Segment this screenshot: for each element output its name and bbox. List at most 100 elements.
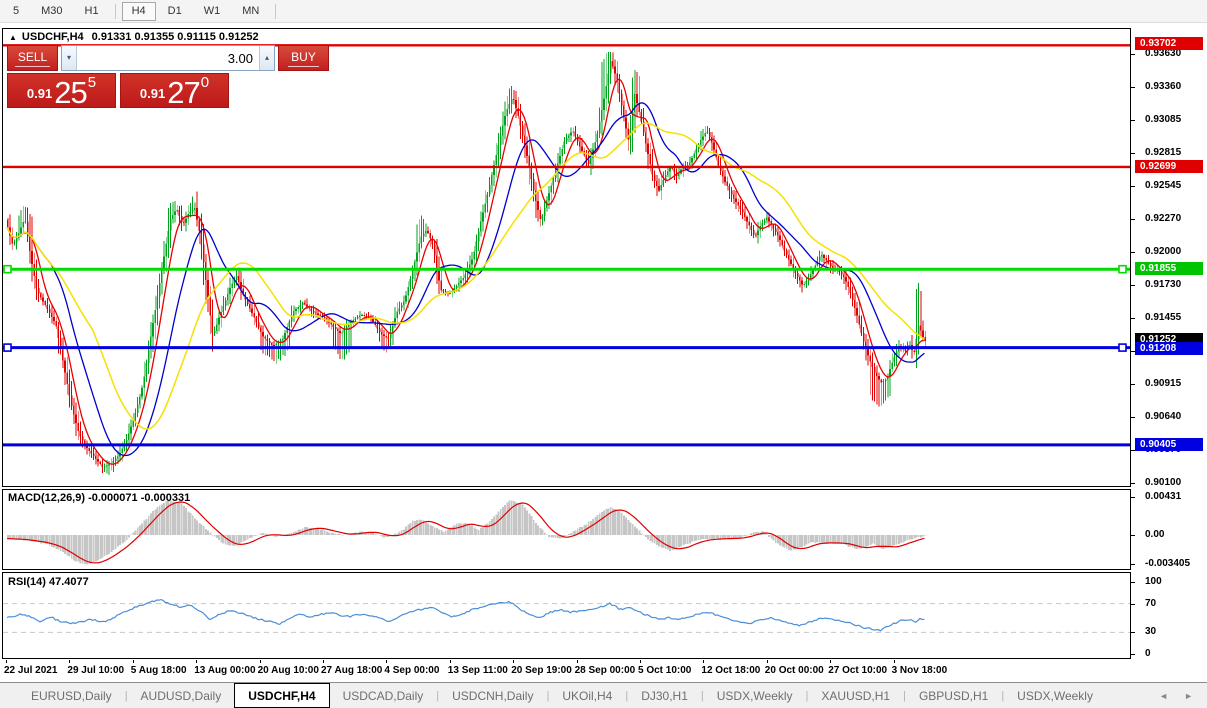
price-axis[interactable]: 0.93630 0.93360 0.93085 0.92815 0.92545 0.922… [1131,23,1207,681]
tab-scroll-left-icon[interactable]: ◄ [1159,691,1169,701]
chart-tab-usdcad-daily[interactable]: USDCAD,Daily [342,688,424,703]
volume-input[interactable] [77,46,259,70]
chart-symbol-title: USDCHF,H4 [21,31,84,43]
timeframe-button-h4[interactable]: H4 [121,1,156,21]
buy-price-pip: 0 [200,74,210,91]
sell-price-quote[interactable]: 0.91 25 5 [7,73,116,108]
price-axis-tick: 0.91730 [1145,279,1182,290]
rsi-panel[interactable] [2,572,1131,659]
time-tick-mark [196,660,198,663]
trade-quotes-row: 0.91 25 5 0.91 27 0 [7,73,229,108]
tab-separator: | [124,689,128,702]
macd-values: -0.000071 -0.000331 [88,492,191,504]
volume-increase-button[interactable]: ▴ [259,46,274,70]
sell-button-label: SELL [14,50,51,67]
timeframe-button-m30[interactable]: M30 [41,4,63,17]
tab-separator: | [546,689,550,702]
macd-indicator-label: MACD(12,26,9) -0.000071 -0.000331 [8,492,190,504]
time-axis-label: 27 Oct 10:00 [828,665,888,676]
time-tick-mark [640,660,641,663]
price-axis-tick: -0.003405 [1145,558,1191,569]
timeframe-button-5[interactable]: 5 [13,4,20,17]
trade-controls-row: SELL ▾ ▴ BUY [7,45,329,71]
tab-separator: | [903,689,906,702]
time-tick-mark [259,660,261,663]
tab-separator: | [1001,689,1005,702]
buy-price-prefix: 0.91 [139,86,166,101]
chart-tab-eurusd-daily[interactable]: EURUSD,Daily [31,688,112,703]
chart-ohlc-values: 0.91331 0.91355 0.91115 0.91252 [91,31,259,43]
rsi-name: RSI(14) [8,576,46,588]
time-axis-label: 3 Nov 18:00 [891,665,948,676]
timeframe-button-w1[interactable]: W1 [203,4,221,17]
time-tick-mark [323,660,324,663]
sell-price-main: 25 [54,74,87,110]
axis-tick-mark [1131,318,1135,319]
time-axis-label: 5 Oct 10:00 [638,665,692,676]
time-tick-mark [6,660,7,663]
price-axis-tick: 0 [1145,648,1151,659]
macd-name: MACD(12,26,9) [8,492,86,504]
time-tick-mark [513,660,515,663]
time-axis[interactable]: 22 Jul 2021 29 Jul 10:00 5 Aug 18:00 13 Aug… [2,660,1131,681]
tab-separator: | [700,689,704,702]
price-badge: 0.92699 [1135,160,1203,173]
buy-price-quote[interactable]: 0.91 27 0 [120,73,229,108]
price-badge: 0.91208 [1135,342,1203,355]
chart-header: ▲ USDCHF,H4 0.91331 0.91355 0.91115 0.9125… [9,31,259,43]
price-axis-tick: 70 [1145,598,1157,609]
collapse-triangle-icon[interactable]: ▲ [9,33,17,42]
axis-tick-mark [1131,483,1135,484]
price-badge: 0.93702 [1135,37,1203,50]
rsi-value: 47.4077 [48,576,89,588]
timeframe-button-h1[interactable]: H1 [84,4,99,17]
chart-tab-usdx-weekly[interactable]: USDX,Weekly [716,688,793,703]
axis-tick-mark [1131,417,1135,418]
time-axis-label: 29 Jul 10:00 [67,665,125,676]
buy-button-label: BUY [288,50,319,67]
time-axis-label: 4 Sep 00:00 [384,665,440,676]
chart-tab-usdchf-h4[interactable]: USDCHF,H4 [234,683,330,708]
buy-button[interactable]: BUY [278,45,329,71]
sell-price-pip: 5 [87,74,97,91]
axis-tick-mark [1131,285,1135,286]
price-axis-tick: 0.93085 [1145,114,1182,125]
price-axis-tick: 0.00 [1145,529,1165,540]
price-axis-tick: 0.92000 [1145,246,1182,257]
chart-tab-audusd-daily[interactable]: AUDUSD,Daily [140,688,222,703]
axis-tick-mark [1131,632,1135,633]
axis-tick-mark [1131,497,1135,498]
price-axis-tick: 0.00431 [1145,491,1182,502]
tab-separator: | [436,689,440,702]
chart-tab-xauusd-h1[interactable]: XAUUSD,H1 [821,688,891,703]
buy-price-main: 27 [167,74,200,110]
price-axis-tick: 0.92270 [1145,213,1182,224]
timeframe-button-mn[interactable]: MN [242,4,260,17]
toolbar-separator [275,3,277,19]
time-tick-mark [766,660,768,663]
axis-tick-mark [1131,564,1135,565]
chart-tab-dj30-h1[interactable]: DJ30,H1 [641,688,688,703]
time-axis-label: 20 Oct 00:00 [764,665,824,676]
time-tick-mark [576,660,578,663]
chart-tab-ukoil-h4[interactable]: UKOil,H4 [562,688,613,703]
timeframe-button-d1[interactable]: D1 [167,4,182,17]
chart-tab-gbpusd-h1[interactable]: GBPUSD,H1 [918,688,989,703]
axis-tick-mark [1131,582,1135,583]
chart-tab-usdx-weekly[interactable]: USDX,Weekly [1017,688,1093,703]
time-axis-label: 27 Aug 18:00 [321,665,383,676]
axis-tick-mark [1131,186,1135,187]
time-axis-label: 20 Aug 10:00 [257,665,319,676]
chart-tab-usdcnh-daily[interactable]: USDCNH,Daily [452,688,534,703]
tab-separator: | [625,689,629,702]
axis-tick-mark [1131,54,1135,55]
sell-button[interactable]: SELL [7,45,58,71]
price-axis-tick: 0.90915 [1145,378,1182,389]
chart-plot[interactable] [0,0,1131,708]
time-tick-mark [703,660,705,663]
price-badge: 0.91855 [1135,262,1203,275]
volume-decrease-button[interactable]: ▾ [62,46,77,70]
time-axis-label: 20 Sep 19:00 [511,665,572,676]
tab-scroll-right-icon[interactable]: ► [1184,691,1193,701]
